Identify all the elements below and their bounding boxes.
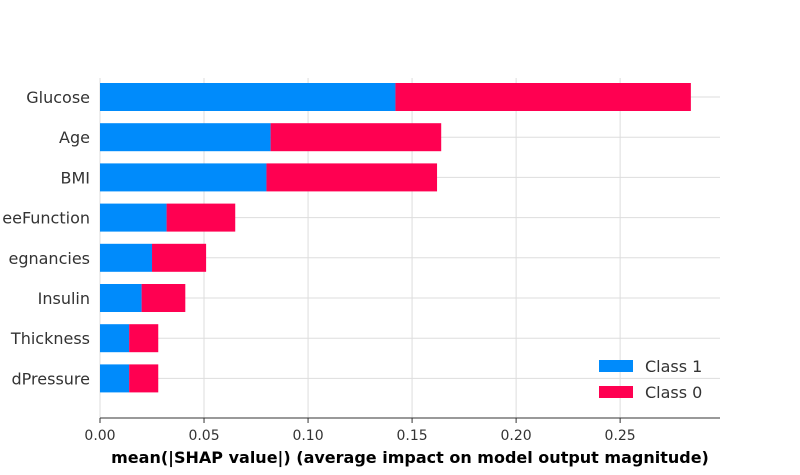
bar-class-0 [270,123,442,152]
legend-swatch [599,360,633,372]
x-tick-label: 0.10 [292,428,323,444]
category-labels: Glucose Age BMI eeFunction egnancies Insulin T… [2,88,90,388]
bars-layer [100,83,691,393]
bar-class-1 [100,163,267,192]
x-axis-label: mean(|SHAP value|) (average impact on mo… [111,448,709,468]
bar-class-0 [129,364,159,393]
bar-class-0 [395,83,691,111]
bar-class-1 [100,324,130,353]
legend-swatch [599,386,633,398]
bar-class-1 [100,83,396,111]
x-tick-label: 0.20 [501,428,532,444]
x-tick-label: 0.15 [396,428,427,444]
category-label: eeFunction [2,209,90,228]
x-tick-label: 0.25 [605,428,636,444]
category-label: BMI [61,168,91,187]
bar-class-1 [100,284,142,312]
bar-class-0 [152,243,207,272]
legend-label: Class 0 [645,383,702,402]
category-label: Thickness [10,329,90,348]
category-label: egnancies [8,249,90,268]
axis-layer [99,417,720,423]
bar-class-1 [100,123,271,152]
x-tick-labels: 0.00 0.05 0.10 0.15 0.20 0.25 [84,428,635,444]
bar-class-1 [100,203,167,232]
legend-label: Class 1 [645,357,702,376]
x-tick-label: 0.05 [188,428,219,444]
x-tick-label: 0.00 [84,428,115,444]
bar-class-1 [100,364,130,393]
bar-class-0 [141,284,186,312]
category-label: Age [59,128,90,147]
category-label: Glucose [26,88,90,107]
category-label: Insulin [38,289,90,308]
bar-class-1 [100,243,153,272]
bar-class-0 [266,163,438,192]
bar-class-0 [166,203,236,232]
legend: Class 1 Class 0 [599,357,702,402]
bar-class-0 [129,324,159,353]
category-label: dPressure [12,369,90,388]
